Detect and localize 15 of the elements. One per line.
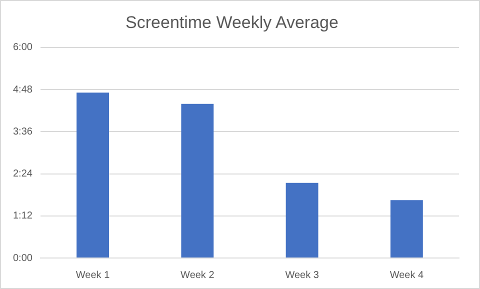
x-tick-label: Week 4 [390,270,424,281]
x-tick-label: Week 3 [285,270,320,281]
x-tick-label: Week 2 [180,270,215,281]
bar [181,104,214,258]
y-tick-label: 2:24 [12,168,33,180]
chart-title: Screentime Weekly Average [126,12,338,32]
y-tick-label: 3:36 [12,126,33,138]
y-tick-label: 0:00 [12,252,33,264]
x-tick-label: Week 1 [76,270,110,281]
y-tick-label: 6:00 [12,42,33,54]
y-tick-label: 1:12 [12,210,33,222]
bar [76,92,109,258]
bar [390,200,423,258]
bar [286,182,318,258]
y-tick-label: 4:48 [12,84,33,96]
